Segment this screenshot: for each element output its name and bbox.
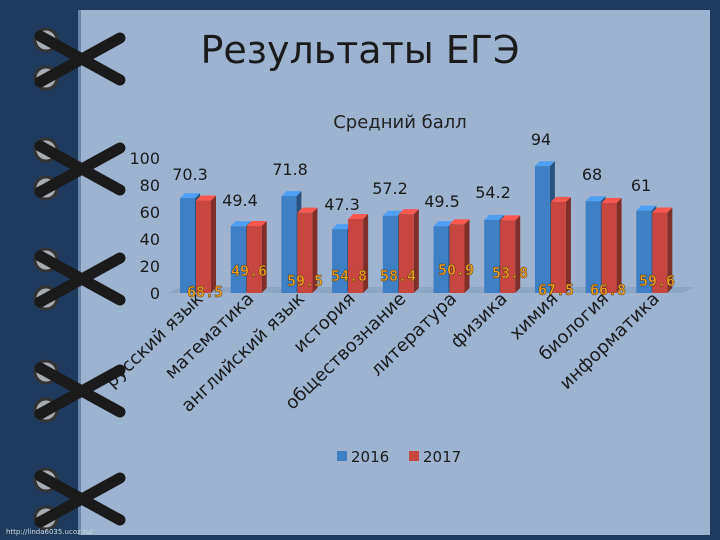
- bar-top: [449, 219, 470, 225]
- bar-top: [500, 215, 521, 221]
- bars: [180, 161, 673, 293]
- bar-2017-5: [449, 224, 465, 293]
- legend-swatch-2016: [337, 451, 347, 461]
- bar-2017-1: [246, 226, 262, 293]
- data-label-2016: 47.3: [324, 195, 360, 214]
- binder-rings: [33, 27, 126, 531]
- bar-side: [667, 207, 673, 293]
- bar-top: [652, 207, 673, 213]
- binder-lace: [34, 252, 126, 308]
- bar-2017-6: [500, 220, 516, 293]
- bar-top: [180, 193, 200, 199]
- bar-2016-5: [433, 226, 449, 293]
- bar-2017-9: [652, 212, 668, 293]
- bar-2016-8: [585, 201, 601, 293]
- data-label-2017: 58.4: [380, 267, 416, 285]
- chart-title: Средний балл: [333, 112, 467, 133]
- bar-2017-7: [550, 201, 566, 293]
- bar-side: [565, 196, 571, 293]
- bar-top: [230, 221, 251, 227]
- data-label-2017: 50.9: [438, 261, 474, 279]
- y-tick-label: 0: [150, 284, 160, 303]
- x-tick-label: физика: [447, 288, 512, 352]
- data-label-2017: 59.5: [287, 272, 323, 290]
- binder-lace: [34, 32, 126, 88]
- bar-top: [246, 221, 267, 227]
- bar-top: [601, 197, 622, 203]
- data-label-2017: 53.8: [492, 264, 528, 282]
- footer-url: http://linda6035.ucoz.ru/: [6, 528, 93, 536]
- bar-2016-6: [484, 219, 500, 293]
- data-labels: 70.3 49.4 71.8 47.3 57.2 49.5 54.2 94 68 61 68.5 49…: [172, 130, 675, 301]
- bar-side: [515, 215, 521, 293]
- data-label-2017: 66.8: [590, 281, 626, 299]
- bar-2016-3: [332, 229, 348, 293]
- data-label-2017: 54.8: [331, 267, 367, 285]
- bar-top: [585, 196, 606, 202]
- bar-side: [413, 209, 419, 293]
- bar-side: [363, 214, 369, 293]
- bar-2017-8: [601, 202, 617, 293]
- y-tick-label: 100: [129, 149, 160, 168]
- data-label-2016: 49.5: [424, 192, 460, 211]
- bar-side: [464, 219, 470, 293]
- data-label-2016: 68: [582, 165, 602, 184]
- bar-2017-4: [398, 214, 414, 293]
- bar-2017-0: [196, 200, 211, 293]
- y-tick-label: 20: [140, 257, 160, 276]
- page-title: Результаты ЕГЭ: [200, 28, 520, 72]
- binder-lace: [34, 142, 126, 198]
- bar-top: [382, 210, 403, 216]
- data-label-2016: 49.4: [222, 191, 258, 210]
- bar-2016-0: [180, 198, 195, 293]
- bar-2016-7: [534, 166, 550, 293]
- bar-top: [433, 221, 454, 227]
- bar-top: [196, 195, 216, 201]
- data-label-2017: 67.5: [538, 281, 574, 299]
- bar-2017-3: [348, 219, 364, 293]
- legend-label-2017: 2017: [423, 448, 461, 466]
- y-tick-label: 40: [140, 230, 160, 249]
- binder-lace: [34, 472, 126, 528]
- bar-top: [398, 209, 419, 215]
- bar-top: [348, 214, 369, 220]
- bar-2016-4: [382, 215, 398, 293]
- bar-2016-2: [281, 196, 297, 293]
- bar-2016-1: [230, 226, 246, 293]
- bar-side: [312, 207, 318, 293]
- legend: 2016 2017: [337, 448, 461, 466]
- bar-top: [534, 161, 555, 167]
- data-label-2017: 59.6: [639, 272, 675, 290]
- bar-2017-2: [297, 212, 313, 293]
- bar-top: [281, 191, 302, 197]
- bar-2016-9: [636, 210, 652, 293]
- data-label-2016: 54.2: [475, 183, 511, 202]
- bar-top: [484, 214, 505, 220]
- bar-side: [211, 195, 216, 293]
- legend-swatch-2017: [409, 451, 419, 461]
- bar-top: [332, 224, 353, 230]
- data-label-2016: 61: [631, 176, 651, 195]
- bar-side: [616, 197, 622, 293]
- bar-side: [261, 221, 267, 293]
- y-tick-label: 60: [140, 203, 160, 222]
- y-axis: 0 20 40 60 80 100: [129, 149, 160, 303]
- data-label-2016: 70.3: [172, 165, 208, 184]
- data-label-2016: 57.2: [372, 179, 408, 198]
- bar-top: [636, 205, 657, 211]
- data-label-2016: 94: [531, 130, 551, 149]
- data-label-2017: 68.5: [187, 283, 223, 301]
- legend-label-2016: 2016: [351, 448, 389, 466]
- bar-top: [550, 196, 571, 202]
- data-label-2016: 71.8: [272, 160, 308, 179]
- binder-lace: [34, 364, 126, 420]
- bar-top: [297, 207, 318, 213]
- y-tick-label: 80: [140, 176, 160, 195]
- data-label-2017: 49.6: [231, 262, 267, 280]
